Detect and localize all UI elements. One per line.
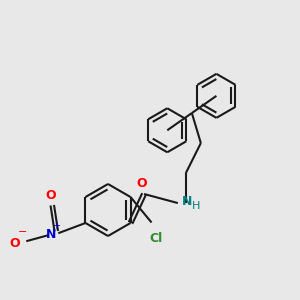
Text: N: N <box>46 228 56 241</box>
Text: O: O <box>137 178 147 190</box>
Text: −: − <box>18 227 27 237</box>
Text: O: O <box>45 189 56 202</box>
Text: H: H <box>192 201 200 211</box>
Text: N: N <box>182 195 192 208</box>
Text: +: + <box>52 221 60 231</box>
Text: Cl: Cl <box>149 232 162 245</box>
Text: O: O <box>9 237 20 250</box>
